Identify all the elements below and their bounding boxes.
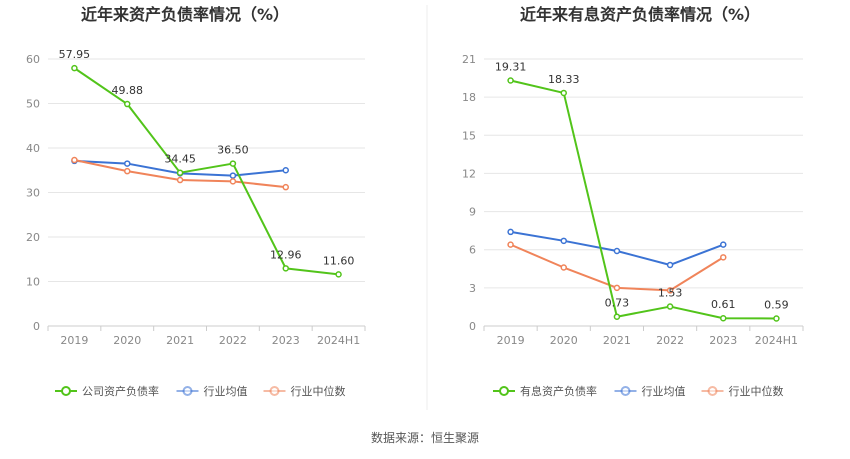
x-tick-label: 2021: [603, 334, 631, 347]
y-tick-label: 0: [469, 320, 476, 333]
y-tick-label: 60: [26, 53, 40, 66]
y-tick-label: 10: [26, 276, 40, 289]
data-label: 19.31: [495, 60, 527, 73]
data-label: 18.33: [548, 73, 580, 86]
data-label: 0.61: [711, 298, 736, 311]
x-tick-label: 2024H1: [317, 334, 360, 347]
data-point: [507, 77, 514, 84]
legend-label: 有息资产负债率: [520, 384, 597, 398]
y-tick-label: 0: [33, 320, 40, 333]
x-tick-label: 2020: [550, 334, 578, 347]
y-tick-label: 3: [469, 282, 476, 295]
legend-item[interactable]: 行业均值: [614, 385, 686, 398]
data-point: [507, 241, 514, 248]
x-tick-label: 2024H1: [755, 334, 798, 347]
x-tick-label: 2023: [709, 334, 737, 347]
x-tick-label: 2021: [166, 334, 194, 347]
legend-marker: [182, 386, 193, 396]
series-line: [510, 79, 777, 320]
data-point: [507, 228, 514, 236]
x-tick-label: 2022: [656, 334, 684, 347]
data-label: 0.59: [764, 298, 789, 311]
data-label: 36.50: [217, 144, 249, 157]
legend-label: 公司资产负债率: [82, 384, 159, 398]
legend-item[interactable]: 公司资产负债率: [55, 384, 159, 398]
chart-interest-bearing-debt-ratio: 近年来有息资产负债率情况（%） 0 3 6 9 12 15 18 21 2019 2020 2021…: [462, 5, 804, 398]
x-tick-label: 2022: [219, 334, 247, 347]
data-point: [613, 247, 621, 255]
x-tick-label: 2019: [60, 334, 88, 347]
legend-marker: [707, 386, 718, 396]
data-label: 0.73: [605, 297, 630, 310]
y-tick-label: 12: [462, 167, 476, 180]
legend-item[interactable]: 有息资产负债率: [493, 384, 597, 398]
y-tick-label: 20: [26, 231, 40, 244]
data-point: [666, 261, 674, 269]
y-tick-label: 6: [469, 244, 476, 257]
data-point: [124, 160, 131, 167]
data-point: [560, 89, 567, 97]
legend-item[interactable]: 行业中位数: [701, 384, 784, 398]
data-point: [176, 169, 184, 176]
data-point: [613, 284, 621, 292]
legend-label: 行业中位数: [291, 384, 346, 398]
data-point: [71, 64, 78, 72]
data-point: [335, 271, 342, 278]
data-point: [229, 160, 237, 167]
legend-item[interactable]: 行业中位数: [263, 384, 346, 398]
data-point: [282, 183, 289, 191]
data-point: [666, 303, 674, 310]
y-tick-label: 21: [462, 53, 476, 66]
legend-marker: [499, 386, 509, 396]
data-point: [229, 178, 237, 185]
data-label: 1.53: [658, 287, 683, 300]
y-tick-label: 9: [469, 206, 476, 219]
x-tick-label: 2020: [113, 334, 141, 347]
chart-debt-ratio: 近年来资产负债率情况（%） 0 10 20 30 40 50 60 2019 2020 2021 2…: [26, 5, 366, 398]
legend-label: 行业均值: [642, 385, 686, 398]
data-label: 34.45: [164, 153, 196, 166]
legend-marker: [61, 386, 71, 396]
data-point: [124, 167, 131, 175]
legend-marker: [269, 386, 280, 396]
y-tick-label: 50: [26, 98, 40, 111]
data-point: [720, 314, 727, 322]
legend-label: 行业中位数: [729, 384, 784, 398]
data-label: 49.88: [112, 84, 144, 97]
chart-title: 近年来有息资产负债率情况（%）: [520, 5, 760, 24]
series-line: [73, 67, 339, 276]
data-point: [560, 237, 567, 245]
y-tick-label: 18: [462, 91, 476, 104]
data-point: [282, 265, 289, 272]
data-point: [176, 176, 184, 184]
data-point: [229, 172, 237, 179]
data-point: [282, 167, 289, 174]
data-point: [773, 315, 780, 322]
legend-label: 行业均值: [204, 385, 248, 398]
legend-item[interactable]: 行业均值: [176, 385, 248, 398]
y-tick-label: 30: [26, 187, 40, 200]
x-tick-label: 2023: [272, 334, 300, 347]
data-source-note: 数据来源：恒生聚源: [371, 430, 479, 445]
data-point: [124, 100, 131, 108]
x-tick-label: 2019: [497, 334, 525, 347]
data-point: [720, 241, 727, 248]
data-point: [560, 264, 567, 271]
legend-marker: [620, 386, 631, 396]
data-point: [720, 254, 727, 261]
y-tick-label: 15: [462, 129, 476, 142]
data-label: 11.60: [323, 254, 355, 267]
data-point: [666, 287, 674, 294]
data-point: [71, 156, 78, 164]
chart-title: 近年来资产负债率情况（%）: [81, 5, 289, 24]
y-tick-label: 40: [26, 142, 40, 155]
data-point: [613, 313, 621, 320]
data-label: 12.96: [270, 248, 302, 261]
data-label: 57.95: [59, 48, 91, 61]
